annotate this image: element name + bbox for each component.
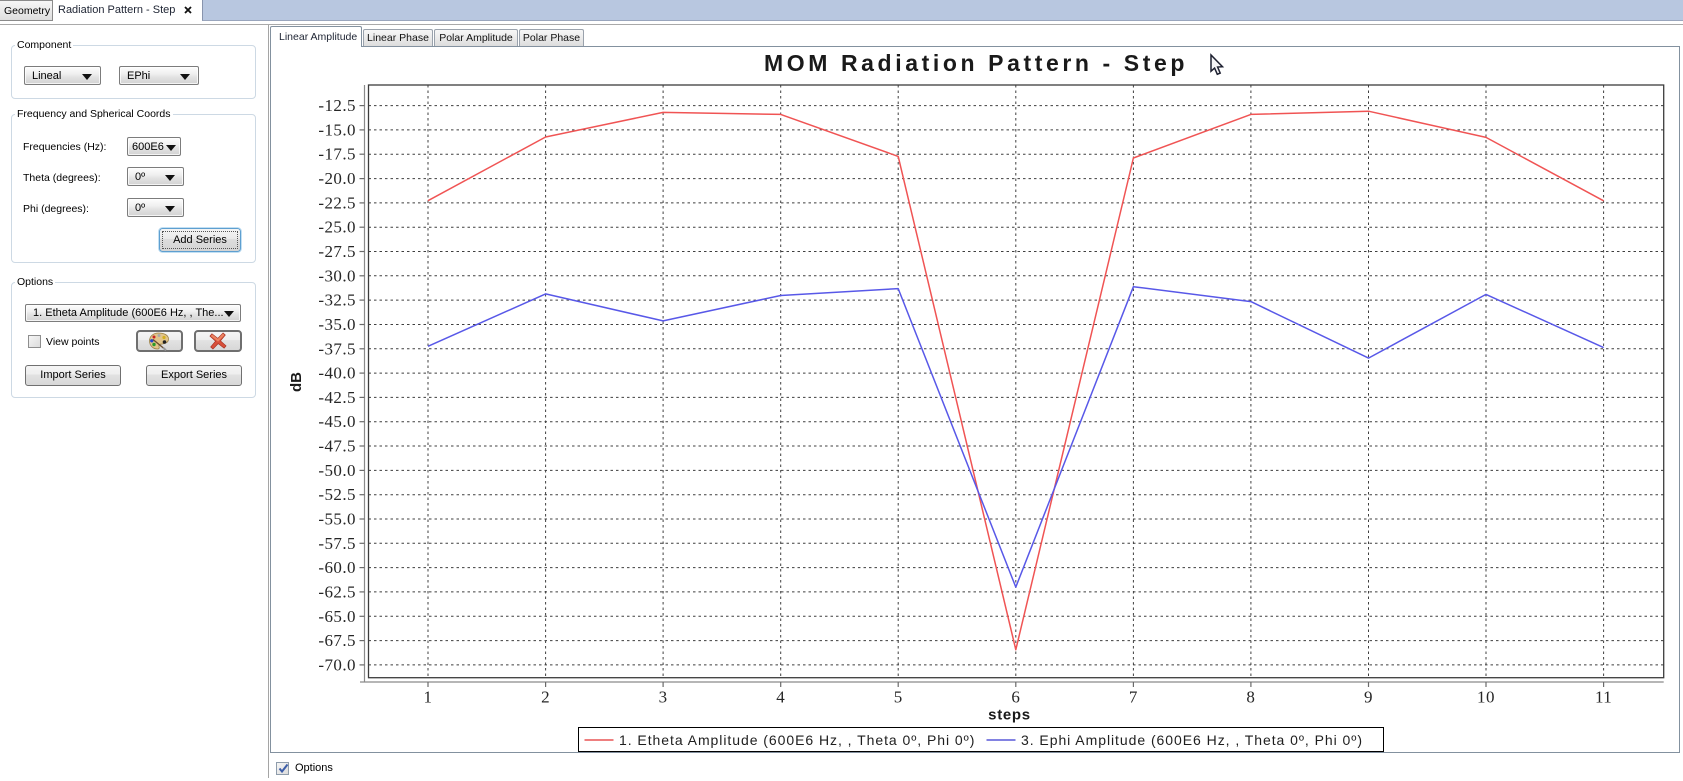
svg-text:7: 7 — [1129, 688, 1138, 707]
svg-text:-55.0: -55.0 — [318, 510, 356, 529]
svg-text:steps: steps — [988, 707, 1031, 724]
svg-text:-67.5: -67.5 — [318, 631, 356, 650]
svg-text:-30.0: -30.0 — [318, 266, 356, 285]
svg-text:MOM Radiation Pattern - Step: MOM Radiation Pattern - Step — [764, 50, 1188, 76]
svg-text:-22.5: -22.5 — [318, 193, 356, 212]
svg-text:2: 2 — [541, 688, 550, 707]
svg-text:-65.0: -65.0 — [318, 607, 356, 626]
svg-text:-70.0: -70.0 — [318, 655, 356, 674]
svg-text:-20.0: -20.0 — [318, 169, 356, 188]
svg-text:-42.5: -42.5 — [318, 388, 356, 407]
svg-text:-47.5: -47.5 — [318, 437, 356, 456]
svg-text:-52.5: -52.5 — [318, 485, 356, 504]
svg-text:-45.0: -45.0 — [318, 412, 356, 431]
svg-text:8: 8 — [1246, 688, 1255, 707]
svg-text:-17.5: -17.5 — [318, 145, 356, 164]
svg-text:dB: dB — [288, 372, 305, 392]
svg-text:-25.0: -25.0 — [318, 218, 356, 237]
svg-text:-60.0: -60.0 — [318, 558, 356, 577]
svg-text:-27.5: -27.5 — [318, 242, 356, 261]
svg-text:3: 3 — [659, 688, 668, 707]
svg-text:-15.0: -15.0 — [318, 120, 356, 139]
svg-text:-57.5: -57.5 — [318, 534, 356, 553]
svg-text:9: 9 — [1364, 688, 1373, 707]
svg-text:1. Etheta Amplitude (600E6 Hz,: 1. Etheta Amplitude (600E6 Hz, , Theta 0… — [619, 732, 975, 748]
svg-text:11: 11 — [1595, 688, 1612, 707]
svg-text:1: 1 — [424, 688, 433, 707]
svg-text:5: 5 — [894, 688, 903, 707]
svg-text:-32.5: -32.5 — [318, 291, 356, 310]
svg-text:4: 4 — [776, 688, 785, 707]
svg-text:6: 6 — [1011, 688, 1020, 707]
svg-text:-40.0: -40.0 — [318, 364, 356, 383]
svg-text:-62.5: -62.5 — [318, 582, 356, 601]
svg-text:10: 10 — [1477, 688, 1495, 707]
svg-text:-12.5: -12.5 — [318, 96, 356, 115]
svg-text:-50.0: -50.0 — [318, 461, 356, 480]
svg-text:-37.5: -37.5 — [318, 339, 356, 358]
svg-text:3. Ephi Amplitude (600E6 Hz, ,: 3. Ephi Amplitude (600E6 Hz, , Theta 0º,… — [1021, 732, 1363, 748]
svg-text:-35.0: -35.0 — [318, 315, 356, 334]
